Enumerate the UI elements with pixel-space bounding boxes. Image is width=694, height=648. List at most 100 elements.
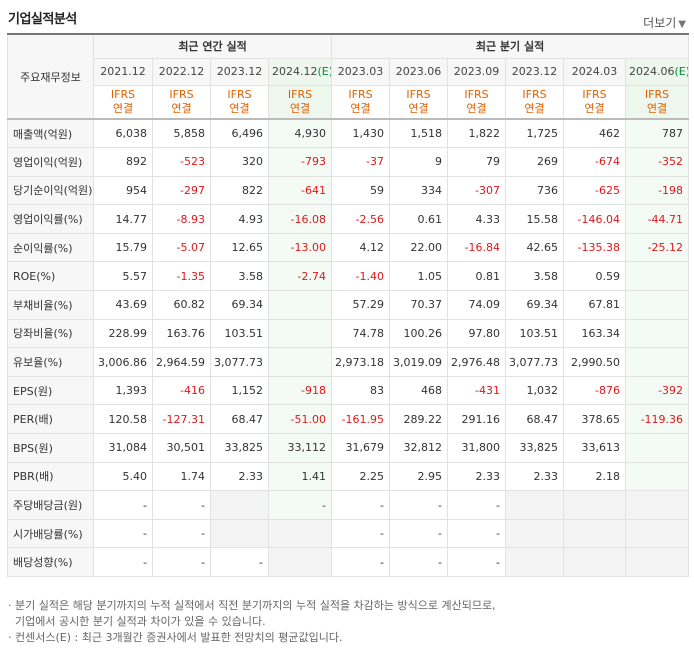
table-cell: 22.00 (389, 232, 449, 263)
row-label[interactable]: BPS(원) (7, 433, 94, 463)
table-cell: 100.26 (389, 318, 449, 349)
table-cell: 1,518 (389, 118, 449, 149)
row-label[interactable]: 유보율(%) (7, 347, 94, 377)
table-cell: 1,822 (447, 118, 507, 149)
table-cell (210, 518, 269, 549)
table-cell: -44.71 (625, 204, 690, 234)
more-button[interactable]: 더보기 ▼ (643, 14, 686, 31)
table-cell (505, 490, 565, 520)
table-cell: 68.47 (505, 404, 565, 435)
footnote-1: · 분기 실적은 해당 분기까지의 누적 실적에서 직전 분기까지의 누적 실적… (8, 599, 496, 612)
row-label[interactable]: 순이익률(%) (7, 232, 94, 263)
table-cell (625, 318, 690, 349)
table-cell: 33,825 (210, 433, 269, 463)
table-cell: 59 (331, 175, 391, 206)
table-cell: -2.56 (331, 204, 391, 234)
table-cell: 4,930 (267, 118, 333, 149)
table-cell (267, 290, 333, 320)
period-header: 2023.09 (447, 57, 507, 86)
row-label[interactable]: 시가배당률(%) (7, 518, 94, 549)
table-cell: 69.34 (210, 290, 269, 320)
table-cell: 79 (447, 147, 507, 177)
table-cell: -37 (331, 147, 391, 177)
table-row: 당좌비율(%) 228.99 163.76 103.51 74.78 100.26 97.8… (7, 318, 690, 349)
table-cell: - (447, 490, 507, 520)
footnote-3: · 컨센서스(E) : 최근 3개월간 증권사에서 발표한 전망치의 평균값입니… (8, 631, 343, 644)
row-label[interactable]: 영업이익률(%) (7, 204, 94, 234)
ifrs-top: IFRS (348, 87, 373, 101)
table-cell: 822 (210, 175, 269, 206)
table-cell: 2,964.59 (152, 347, 211, 377)
table-cell: 3,077.73 (210, 347, 269, 377)
ifrs-bottom: 연결 (524, 101, 545, 115)
table-cell: -793 (267, 147, 333, 177)
table-cell: 4.33 (447, 204, 507, 234)
table-cell: -876 (563, 375, 627, 406)
row-label[interactable]: 영업이익(억원) (7, 147, 94, 177)
ifrs-label[interactable]: IFRS 연결 (625, 84, 690, 120)
table-cell (625, 518, 690, 549)
table-cell: -5.07 (152, 232, 211, 263)
period-header: 2023.12 (505, 57, 565, 86)
table-cell: 0.61 (389, 204, 449, 234)
table-cell: 4.12 (331, 232, 391, 263)
table-cell: 3.58 (210, 261, 269, 292)
table-row: 배당성향(%) - - - - - - (7, 547, 690, 577)
table-cell: 32,812 (389, 433, 449, 463)
table-cell (625, 547, 690, 577)
more-label: 더보기 (643, 16, 677, 30)
table-cell: 228.99 (93, 318, 153, 349)
ifrs-label[interactable]: IFRS 연결 (563, 84, 627, 120)
row-label[interactable]: 매출액(억원) (7, 118, 94, 149)
table-cell: 269 (505, 147, 565, 177)
row-label[interactable]: PER(배) (7, 404, 94, 435)
table-row: 주당배당금(원) - - - - - - (7, 490, 690, 520)
row-label[interactable]: 부채비율(%) (7, 290, 94, 320)
table-cell (267, 518, 333, 549)
table-cell (625, 433, 690, 463)
ifrs-label[interactable]: IFRS 연결 (267, 84, 333, 120)
period-header: 2021.12 (93, 57, 153, 86)
table-cell (625, 261, 690, 292)
row-label[interactable]: 배당성향(%) (7, 547, 94, 577)
table-cell: -523 (152, 147, 211, 177)
row-label[interactable]: 당좌비율(%) (7, 318, 94, 349)
row-label[interactable]: 주당배당금(원) (7, 490, 94, 520)
ifrs-label[interactable]: IFRS 연결 (389, 84, 449, 120)
table-cell: -641 (267, 175, 333, 206)
ifrs-top: IFRS (464, 87, 489, 101)
ifrs-label[interactable]: IFRS 연결 (210, 84, 269, 120)
row-label-header: 주요재무정보 (7, 33, 94, 120)
table-cell: 291.16 (447, 404, 507, 435)
row-label[interactable]: PBR(배) (7, 461, 94, 492)
table-cell: - (447, 547, 507, 577)
ifrs-label[interactable]: IFRS 연결 (505, 84, 565, 120)
table-cell: -8.93 (152, 204, 211, 234)
table-cell: -297 (152, 175, 211, 206)
table-cell: - (210, 547, 269, 577)
ifrs-label[interactable]: IFRS 연결 (152, 84, 211, 120)
table-cell: 468 (389, 375, 449, 406)
table-cell: 2,990.50 (563, 347, 627, 377)
table-cell: - (389, 490, 449, 520)
table-row: 영업이익률(%) 14.77 -8.93 4.93 -16.08 -2.56 0.61 4.3… (7, 204, 690, 234)
row-label[interactable]: ROE(%) (7, 261, 94, 292)
table-cell: 6,038 (93, 118, 153, 149)
ifrs-bottom: 연결 (466, 101, 487, 115)
ifrs-label[interactable]: IFRS 연결 (93, 84, 153, 120)
row-label[interactable]: EPS(원) (7, 375, 94, 406)
table-cell: -392 (625, 375, 690, 406)
table-cell: -625 (563, 175, 627, 206)
table-row: 매출액(억원) 6,038 5,858 6,496 4,930 1,430 1,518 1,8… (7, 118, 690, 149)
ifrs-bottom: 연결 (229, 101, 250, 115)
ifrs-label[interactable]: IFRS 연결 (447, 84, 507, 120)
table-cell: -416 (152, 375, 211, 406)
table-cell: 83 (331, 375, 391, 406)
ifrs-label[interactable]: IFRS 연결 (331, 84, 391, 120)
table-cell: 31,084 (93, 433, 153, 463)
financial-table: 주요재무정보 최근 연간 실적 최근 분기 실적 2021.12 2022.12 2… (7, 33, 690, 577)
table-cell: 892 (93, 147, 153, 177)
table-cell: -127.31 (152, 404, 211, 435)
table-cell: 2.18 (563, 461, 627, 492)
row-label[interactable]: 당기순이익(억원) (7, 175, 94, 206)
